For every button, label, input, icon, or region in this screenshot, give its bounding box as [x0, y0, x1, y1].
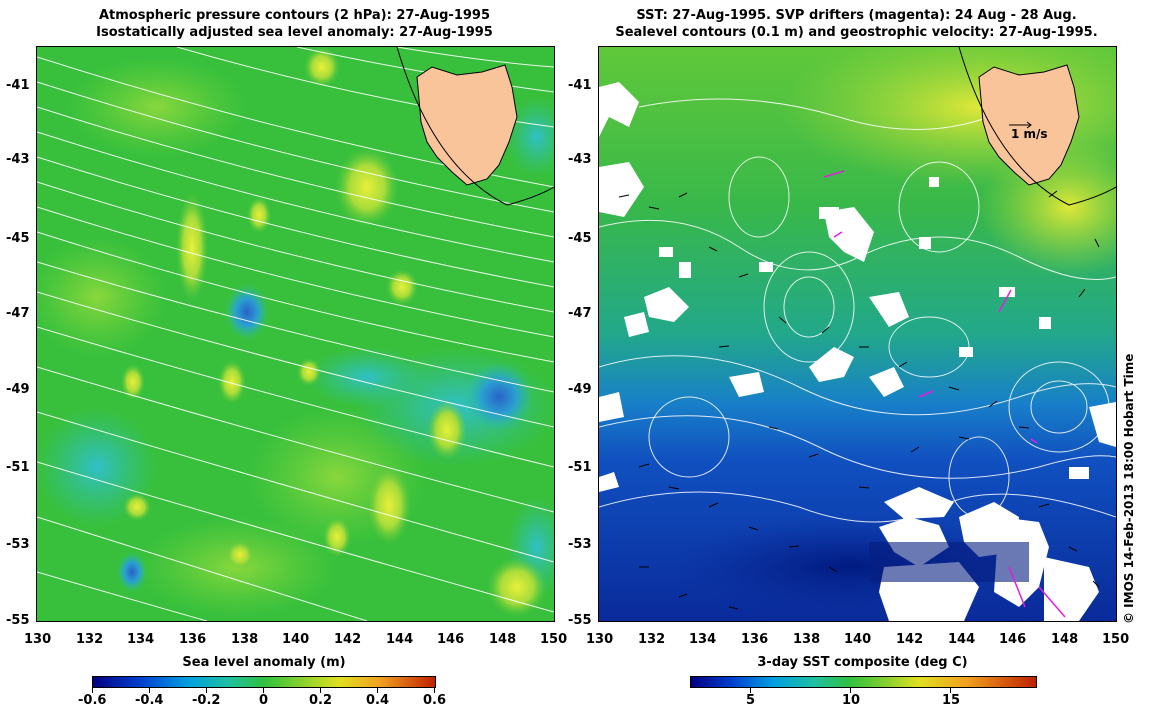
- left-xtick: 142: [334, 632, 362, 647]
- left-xtick: 150: [540, 632, 568, 647]
- sla-colorbar-tick: [377, 688, 378, 693]
- right-ytick: -43: [568, 152, 592, 167]
- right-ytick: -51: [568, 460, 592, 475]
- left-ytick: -41: [6, 78, 30, 93]
- velocity-scale-arrow: [1009, 121, 1032, 129]
- left-xtick: 148: [489, 632, 517, 647]
- left-xtick: 132: [76, 632, 104, 647]
- sst-colorbar: [690, 676, 1037, 688]
- left-title-line2: Isostatically adjusted sea level anomaly…: [96, 25, 493, 40]
- sst-map-graphic: [599, 47, 1116, 621]
- sla-colorbar-label: -0.4: [135, 693, 164, 708]
- left-xtick: 144: [386, 632, 414, 647]
- left-xtick: 136: [179, 632, 207, 647]
- left-xtick: 130: [24, 632, 52, 647]
- sst-colorbar-label: 10: [842, 693, 861, 708]
- left-xtick: 146: [437, 632, 465, 647]
- right-ytick: -55: [568, 613, 592, 628]
- left-xtick: 140: [282, 632, 310, 647]
- left-ytick: -53: [6, 537, 30, 552]
- sst-colorbar-tick: [850, 688, 851, 693]
- sla-map-graphic: [37, 47, 554, 621]
- sla-colorbar-label: 0.2: [309, 693, 333, 708]
- right-xtick: 148: [1051, 632, 1079, 647]
- sla-colorbar-tick: [434, 688, 435, 693]
- sst-colorbar-tick: [950, 688, 951, 693]
- right-xtick: 142: [896, 632, 924, 647]
- left-ytick: -51: [6, 460, 30, 475]
- sla-colorbar-label: -0.2: [192, 693, 221, 708]
- right-xtick: 140: [844, 632, 872, 647]
- right-xtick: 150: [1102, 632, 1130, 647]
- sla-colorbar-label: 0.4: [366, 693, 390, 708]
- right-title-line1: SST: 27-Aug-1995. SVP drifters (magenta)…: [636, 8, 1077, 23]
- sla-colorbar-tick: [206, 688, 207, 693]
- right-xtick: 130: [586, 632, 614, 647]
- right-title-line2: Sealevel contours (0.1 m) and geostrophi…: [615, 25, 1098, 40]
- sla-colorbar-tick: [320, 688, 321, 693]
- left-xtick: 138: [231, 632, 259, 647]
- right-xtick: 134: [689, 632, 717, 647]
- right-xtick: 132: [638, 632, 666, 647]
- sla-colorbar-label: 0.6: [423, 693, 447, 708]
- sst-map[interactable]: 1 m/s: [598, 46, 1117, 622]
- sla-colorbar-tick: [92, 688, 93, 693]
- right-ytick: -47: [568, 306, 592, 321]
- left-ytick: -43: [6, 152, 30, 167]
- sst-colorbar-label: 5: [746, 693, 756, 708]
- sst-colorbar-title: 3-day SST composite (deg C): [757, 655, 968, 670]
- right-ytick: -49: [568, 382, 592, 397]
- sst-colorbar-label: 15: [942, 693, 961, 708]
- right-ytick: -41: [568, 78, 592, 93]
- left-ytick: -49: [6, 382, 30, 397]
- right-xtick: 136: [741, 632, 769, 647]
- left-ytick: -45: [6, 231, 30, 246]
- right-ytick: -53: [568, 537, 592, 552]
- sla-colorbar: [92, 676, 436, 688]
- velocity-scale-label: 1 m/s: [1011, 127, 1048, 141]
- left-ytick: -55: [6, 613, 30, 628]
- sla-colorbar-tick: [149, 688, 150, 693]
- left-title-line1: Atmospheric pressure contours (2 hPa): 2…: [98, 8, 491, 23]
- sla-colorbar-label: -0.6: [78, 693, 107, 708]
- sst-colorbar-tick: [750, 688, 751, 693]
- sla-colorbar-title: Sea level anomaly (m): [182, 655, 346, 670]
- sea-level-anomaly-map[interactable]: [36, 46, 555, 622]
- right-ytick: -45: [568, 231, 592, 246]
- right-xtick: 146: [999, 632, 1027, 647]
- right-xtick: 138: [793, 632, 821, 647]
- right-xtick: 144: [948, 632, 976, 647]
- sla-colorbar-tick: [263, 688, 264, 693]
- left-ytick: -47: [6, 306, 30, 321]
- imos-credit: © IMOS 14-Feb-2013 18:00 Hobart Time: [1122, 353, 1136, 624]
- left-xtick: 134: [127, 632, 155, 647]
- sla-colorbar-label: 0: [259, 693, 269, 708]
